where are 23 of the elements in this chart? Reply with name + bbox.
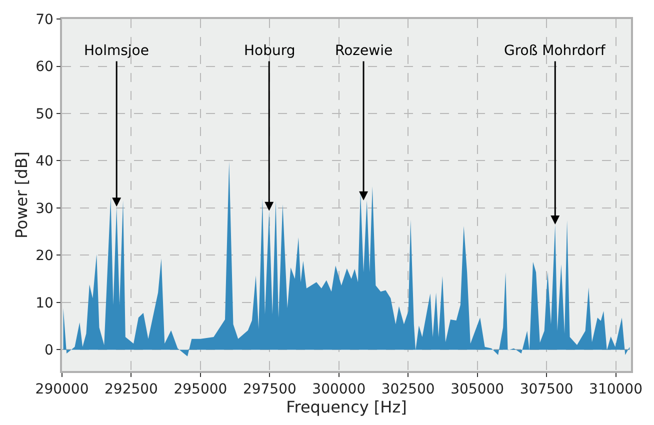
x-tick-label: 307500 — [520, 382, 574, 398]
y-tick-label: 0 — [44, 342, 54, 359]
x-tick-label: 305000 — [450, 382, 504, 398]
x-tick-label: 302500 — [381, 382, 435, 398]
y-tick-label: 70 — [36, 12, 54, 28]
annotation: Holmsjoe — [84, 43, 149, 59]
y-tick-label: 50 — [36, 106, 54, 122]
x-axis-title: Frequency [Hz] — [286, 398, 407, 417]
y-tick-label: 40 — [36, 154, 54, 170]
y-tick-label: 30 — [36, 200, 54, 217]
x-tick-label: 290000 — [35, 382, 89, 398]
y-tick-label: 20 — [36, 248, 54, 264]
x-tick-label: 300000 — [312, 382, 366, 398]
annotation: Hoburg — [244, 43, 296, 59]
annotation: Rozewie — [335, 43, 393, 59]
y-axis-title: Power [dB] — [12, 151, 32, 239]
x-tick-label: 292500 — [104, 382, 158, 398]
x-tick-label: 297500 — [242, 382, 296, 398]
annotation: Groß Mohrdorf — [504, 43, 606, 59]
x-tick-label: 310000 — [589, 382, 642, 398]
y-tick-label: 60 — [36, 59, 54, 76]
y-tick-label: 10 — [36, 295, 54, 312]
x-tick-label: 295000 — [174, 382, 228, 398]
